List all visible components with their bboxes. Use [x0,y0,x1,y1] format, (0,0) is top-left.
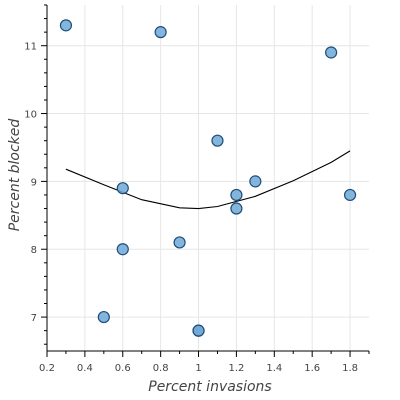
fit-curve-group [65,150,351,210]
x-tick-label: 0.8 [153,363,169,374]
data-point [154,26,167,39]
fit-curve [65,150,351,210]
data-point [116,243,129,256]
data-point [192,324,205,337]
data-point [230,202,243,215]
x-tick-label: 1.4 [266,363,282,374]
data-point [97,310,110,324]
data-point [230,188,243,202]
data-points [59,19,357,337]
data-point [173,236,186,249]
data-point [59,19,73,32]
y-tick-label: 8 [31,245,37,256]
x-tick-label: 0.6 [115,363,131,374]
x-axis-title: Percent invasions [148,379,271,395]
y-axis-title: Percent blocked [7,119,23,232]
y-tick-label: 7 [31,313,37,324]
x-tick-label: 0.2 [39,363,55,374]
x-tick-label: 1.6 [304,363,320,374]
data-point [211,134,224,147]
data-point [325,46,338,59]
data-point [116,182,129,195]
x-tick-label: 1.2 [228,363,244,374]
grid-lines [46,5,369,351]
axes: 0.2 0.4 0.6 0.8 1 1.2 1.4 1.6 1.8 7 8 9 10 11 [24,4,370,374]
x-tick-label: 0.4 [77,363,93,374]
y-tick-label: 10 [24,110,37,121]
x-tick-label: 1 [195,363,201,374]
data-point [249,175,262,188]
y-tick-label: 11 [24,42,37,53]
y-tick-label: 9 [31,177,37,188]
data-point [343,188,357,202]
x-tick-label: 1.8 [342,363,358,374]
